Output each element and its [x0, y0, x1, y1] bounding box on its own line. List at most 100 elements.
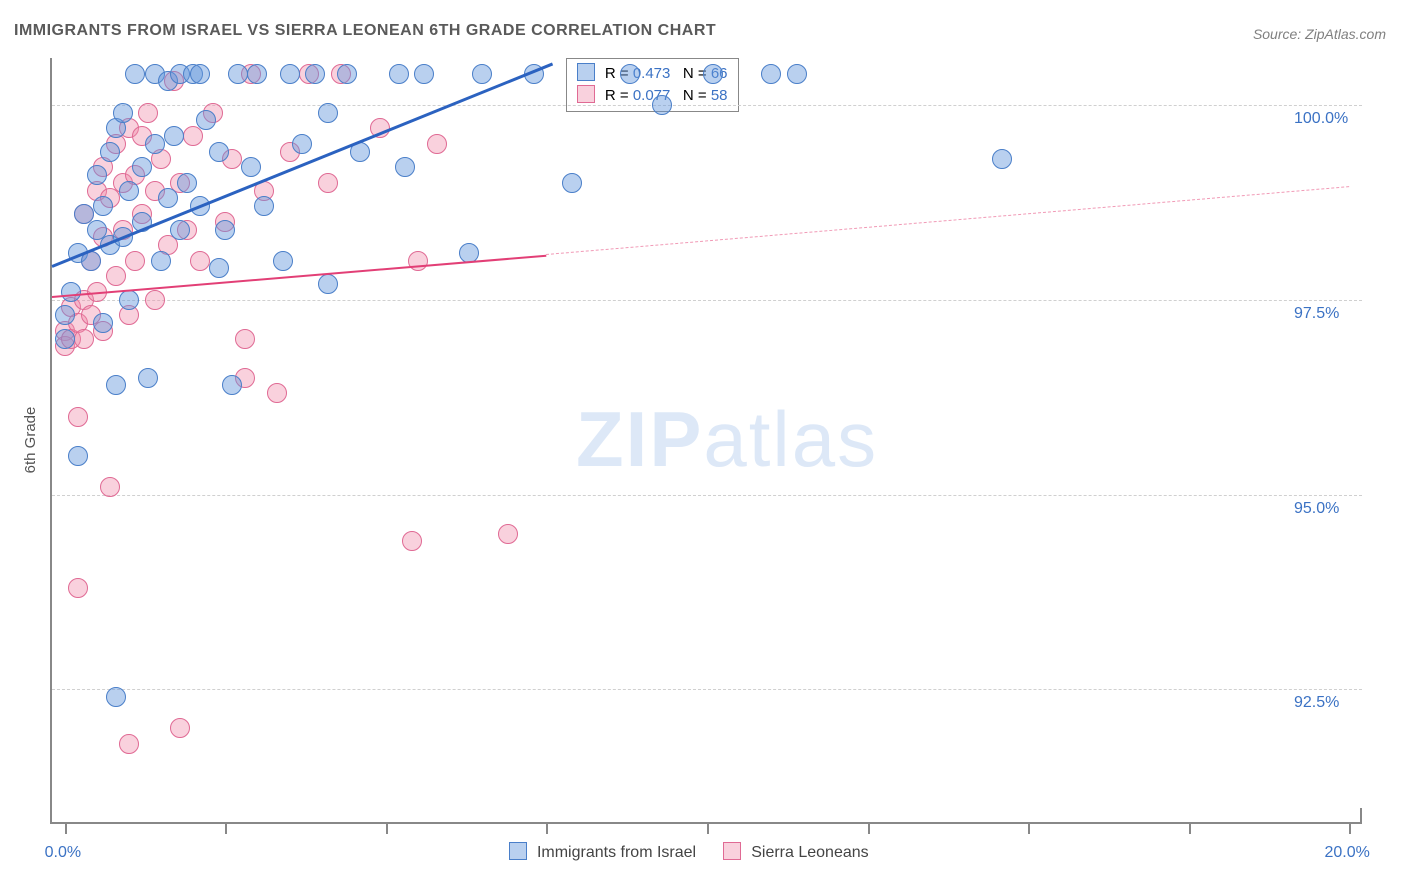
- x-tick: [546, 822, 548, 834]
- point-pink: [402, 531, 422, 551]
- point-blue: [119, 181, 139, 201]
- point-blue: [472, 64, 492, 84]
- point-blue: [292, 134, 312, 154]
- point-blue: [992, 149, 1012, 169]
- gridline: [52, 105, 1362, 106]
- gridline: [52, 495, 1362, 496]
- watermark-atlas: atlas: [703, 395, 878, 483]
- point-blue: [106, 687, 126, 707]
- point-blue: [337, 64, 357, 84]
- point-blue: [280, 64, 300, 84]
- legend-n-pink: 58: [711, 87, 728, 104]
- chart-title: IMMIGRANTS FROM ISRAEL VS SIERRA LEONEAN…: [14, 22, 716, 40]
- point-blue: [113, 103, 133, 123]
- point-blue: [414, 64, 434, 84]
- x-tick-label: 0.0%: [45, 844, 81, 862]
- point-blue: [562, 173, 582, 193]
- x-tick-label: 20.0%: [1324, 844, 1369, 862]
- x-tick: [868, 822, 870, 834]
- point-blue: [787, 64, 807, 84]
- point-pink: [190, 251, 210, 271]
- x-legend-swatch-pink: [723, 842, 741, 860]
- gridline: [52, 300, 1362, 301]
- x-tick: [1189, 822, 1191, 834]
- source-attribution: Source: ZipAtlas.com: [1253, 26, 1386, 42]
- y-tick-label: 95.0%: [1294, 500, 1339, 518]
- point-blue: [177, 173, 197, 193]
- x-tick: [386, 822, 388, 834]
- point-blue: [87, 165, 107, 185]
- point-blue: [222, 375, 242, 395]
- trendline-pink-extrapolated: [546, 187, 1349, 256]
- point-blue: [247, 64, 267, 84]
- axis-right-stub: [1360, 808, 1362, 822]
- legend-swatch-pink: [577, 85, 595, 103]
- point-blue: [196, 110, 216, 130]
- point-pink: [138, 103, 158, 123]
- trendline-blue: [51, 62, 553, 267]
- x-legend-label-pink: Sierra Leoneans: [751, 844, 868, 861]
- point-blue: [132, 157, 152, 177]
- point-blue: [620, 64, 640, 84]
- gridline: [52, 689, 1362, 690]
- y-tick-label: 100.0%: [1294, 110, 1348, 128]
- x-tick: [65, 822, 67, 834]
- point-blue: [61, 282, 81, 302]
- x-legend-swatch-blue: [509, 842, 527, 860]
- point-pink: [125, 251, 145, 271]
- point-pink: [68, 407, 88, 427]
- y-tick-label: 97.5%: [1294, 305, 1339, 323]
- point-blue: [170, 220, 190, 240]
- point-blue: [68, 446, 88, 466]
- point-blue: [93, 196, 113, 216]
- watermark: ZIPatlas: [576, 394, 878, 485]
- point-pink: [145, 290, 165, 310]
- point-blue: [254, 196, 274, 216]
- point-blue: [151, 251, 171, 271]
- y-axis-title: 6th Grade: [22, 407, 39, 474]
- point-blue: [761, 64, 781, 84]
- x-tick: [225, 822, 227, 834]
- point-blue: [318, 274, 338, 294]
- point-pink: [100, 477, 120, 497]
- point-blue: [55, 305, 75, 325]
- point-blue: [93, 313, 113, 333]
- point-blue: [138, 368, 158, 388]
- point-blue: [228, 64, 248, 84]
- point-blue: [318, 103, 338, 123]
- x-axis-legend: Immigrants from Israel Sierra Leoneans: [509, 842, 869, 862]
- point-blue: [119, 290, 139, 310]
- plot-area: ZIPatlas R = 0.473 N = 66 R = 0.077 N = …: [50, 58, 1362, 824]
- point-pink: [427, 134, 447, 154]
- point-blue: [145, 134, 165, 154]
- point-pink: [119, 734, 139, 754]
- point-blue: [158, 188, 178, 208]
- x-legend-label-blue: Immigrants from Israel: [537, 844, 696, 861]
- point-pink: [267, 383, 287, 403]
- point-blue: [190, 64, 210, 84]
- x-tick: [1349, 822, 1351, 834]
- point-blue: [106, 375, 126, 395]
- watermark-zip: ZIP: [576, 395, 703, 483]
- point-pink: [106, 266, 126, 286]
- point-pink: [498, 524, 518, 544]
- point-blue: [55, 329, 75, 349]
- point-blue: [241, 157, 261, 177]
- x-tick: [1028, 822, 1030, 834]
- point-blue: [273, 251, 293, 271]
- y-tick-label: 92.5%: [1294, 694, 1339, 712]
- point-blue: [100, 142, 120, 162]
- point-blue: [305, 64, 325, 84]
- point-blue: [395, 157, 415, 177]
- point-blue: [209, 258, 229, 278]
- point-blue: [215, 220, 235, 240]
- point-blue: [164, 126, 184, 146]
- point-blue: [703, 64, 723, 84]
- point-blue: [209, 142, 229, 162]
- point-pink: [318, 173, 338, 193]
- point-blue: [652, 95, 672, 115]
- point-pink: [68, 578, 88, 598]
- x-tick: [707, 822, 709, 834]
- point-blue: [389, 64, 409, 84]
- point-pink: [235, 329, 255, 349]
